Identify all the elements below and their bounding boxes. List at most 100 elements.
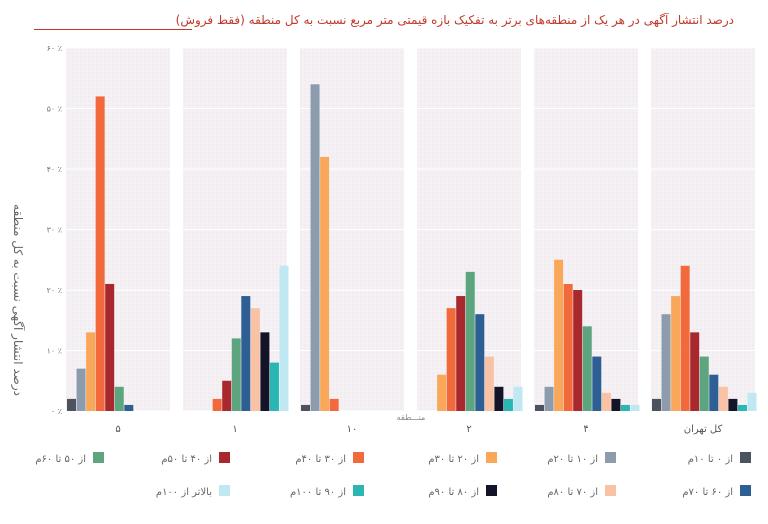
bar	[114, 386, 124, 411]
bar	[620, 404, 630, 411]
legend-item: از ۲۰ تا ۳۰م	[428, 452, 497, 465]
bar	[456, 296, 466, 411]
bar	[582, 326, 592, 411]
legend-label: از ۰ تا ۱۰م	[688, 454, 733, 465]
bar	[494, 386, 504, 411]
bar	[601, 392, 611, 411]
bar	[592, 356, 602, 411]
y-tick-label: ۳۰ ٪	[47, 226, 62, 235]
bar	[279, 265, 289, 411]
bar	[671, 296, 681, 411]
bar	[241, 296, 251, 411]
bar	[212, 398, 222, 411]
legend-item: از ۰ تا ۱۰م	[688, 452, 751, 465]
bar	[250, 308, 260, 411]
bar	[437, 374, 447, 411]
legend-swatch	[353, 452, 364, 463]
bar	[503, 398, 513, 411]
bar	[699, 356, 709, 411]
bar	[76, 368, 86, 411]
legend-item: بالاتر از ۱۰۰م	[156, 485, 230, 498]
legend-swatch	[93, 452, 104, 463]
y-tick-label: ۵۰ ٪	[47, 105, 62, 114]
bar	[535, 404, 544, 411]
x-tick-label: ۱۰	[347, 424, 358, 435]
legend-label: از ۸۰ تا ۹۰م	[428, 487, 479, 498]
legend-item: از ۶۰ تا ۷۰م	[682, 485, 751, 498]
bar	[554, 259, 564, 411]
bar	[105, 283, 115, 411]
bar	[573, 290, 583, 411]
legend-swatch	[605, 452, 616, 463]
legend-label: از ۹۰ تا ۱۰۰م	[290, 487, 346, 498]
bar	[563, 283, 573, 411]
bar	[310, 84, 320, 412]
x-tick-label: ۱	[232, 424, 237, 435]
bar	[544, 386, 554, 411]
legend-label: از ۳۰ تا ۴۰م	[295, 454, 346, 465]
legend-swatch	[605, 485, 616, 496]
legend-label: بالاتر از ۱۰۰م	[156, 487, 212, 498]
bar	[320, 156, 330, 411]
bar	[652, 398, 661, 411]
legend-label: از ۲۰ تا ۳۰م	[428, 454, 479, 465]
x-tick-label: ۵	[115, 424, 120, 435]
legend-item: از ۴۰ تا ۵۰م	[161, 452, 230, 465]
title-underline	[34, 29, 192, 30]
bar	[661, 314, 671, 411]
legend-swatch	[486, 485, 497, 496]
x-tick-label: ۴	[583, 424, 588, 435]
bar	[513, 386, 523, 411]
bar	[709, 374, 719, 411]
y-tick-label: ۰ ٪	[51, 407, 62, 416]
bar	[630, 404, 640, 411]
bar	[67, 398, 76, 411]
legend-swatch	[740, 452, 751, 463]
bar	[718, 386, 728, 411]
bar	[329, 398, 339, 411]
bar	[301, 404, 310, 411]
legend-swatch	[219, 485, 230, 496]
legend-item: از ۳۰ تا ۴۰م	[295, 452, 364, 465]
bar	[747, 392, 757, 411]
legend-label: از ۷۰ تا ۸۰م	[547, 487, 598, 498]
x-tick-label: ۲	[466, 424, 471, 435]
bar	[446, 308, 456, 411]
legend-swatch	[219, 452, 230, 463]
bar	[124, 404, 134, 411]
bar	[475, 314, 485, 411]
y-tick-label: ۴۰ ٪	[47, 165, 62, 174]
y-axis-label: درصد انتشار آگهی نسبت به کل منطقه	[10, 204, 26, 396]
y-tick-label: ۶۰ ٪	[47, 44, 62, 53]
legend-label: از ۵۰ تا ۶۰م	[35, 454, 86, 465]
legend-label: از ۶۰ تا ۷۰م	[682, 487, 733, 498]
bar	[95, 96, 105, 412]
y-tick-label: ۱۰ ٪	[47, 347, 62, 356]
legend-swatch	[486, 452, 497, 463]
legend-item: از ۵۰ تا ۶۰م	[35, 452, 104, 465]
bar	[611, 398, 621, 411]
legend-label: از ۴۰ تا ۵۰م	[161, 454, 212, 465]
x-tick-label: کل تهران	[684, 424, 723, 435]
bar	[737, 404, 747, 411]
bar	[260, 332, 270, 411]
legend-label: از ۱۰ تا ۲۰م	[547, 454, 598, 465]
legend-swatch	[353, 485, 364, 496]
legend-swatch	[740, 485, 751, 496]
bar	[484, 356, 494, 411]
x-axis-label: منـــطقه	[397, 413, 426, 422]
chart-title: درصد انتشار آگهی در هر یک از منطقه‌های ب…	[175, 13, 734, 27]
legend-item: از ۸۰ تا ۹۰م	[428, 485, 497, 498]
bar	[690, 332, 700, 411]
bar	[680, 265, 690, 411]
bar	[269, 362, 279, 411]
bar	[465, 271, 475, 411]
legend-item: از ۱۰ تا ۲۰م	[547, 452, 616, 465]
bar	[728, 398, 738, 411]
bar	[86, 332, 96, 411]
legend-item: از ۷۰ تا ۸۰م	[547, 485, 616, 498]
legend-item: از ۹۰ تا ۱۰۰م	[290, 485, 364, 498]
bar	[231, 338, 241, 411]
y-tick-label: ۲۰ ٪	[47, 286, 62, 295]
